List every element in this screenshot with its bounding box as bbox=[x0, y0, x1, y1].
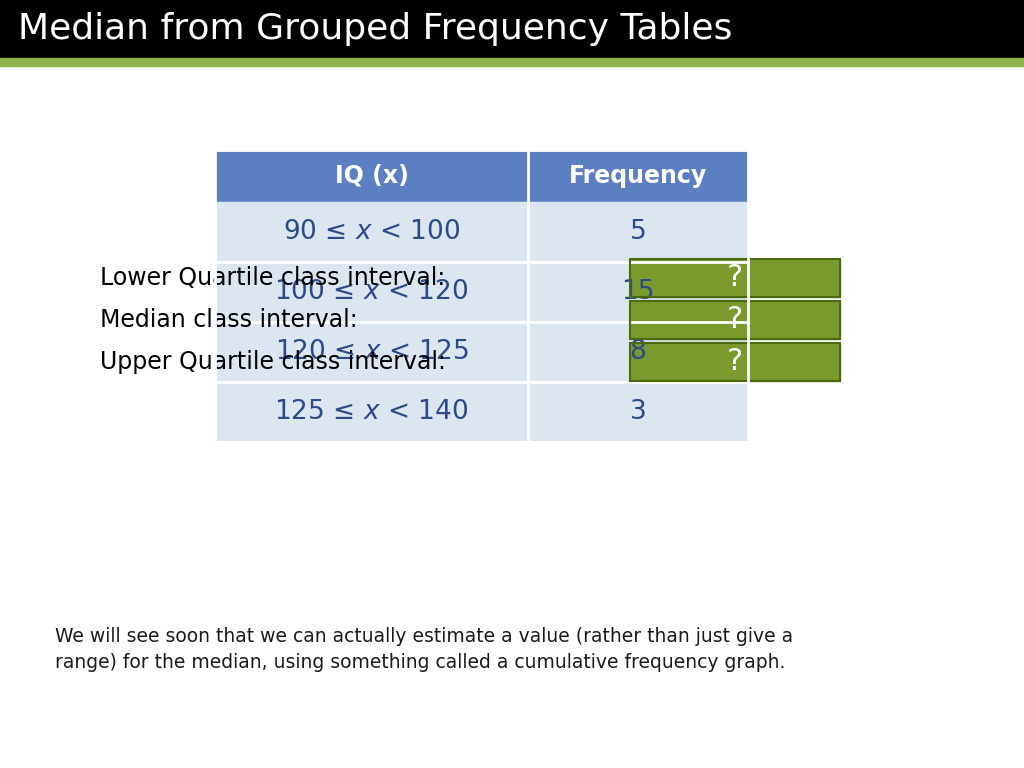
Text: 100 ≤ $x$ < 120: 100 ≤ $x$ < 120 bbox=[274, 279, 469, 305]
Bar bbox=[630, 301, 840, 339]
Bar bbox=[215, 202, 748, 262]
Text: Lower Quartile class interval:: Lower Quartile class interval: bbox=[100, 266, 445, 290]
Text: Upper Quartile class interval:: Upper Quartile class interval: bbox=[100, 350, 445, 374]
Bar bbox=[215, 322, 748, 382]
Bar bbox=[630, 259, 840, 297]
Text: 5: 5 bbox=[630, 219, 646, 245]
Bar bbox=[630, 301, 840, 339]
Bar bbox=[215, 262, 748, 322]
Bar bbox=[630, 343, 840, 381]
Bar bbox=[630, 259, 840, 297]
Text: We will see soon that we can actually estimate a value (rather than just give a: We will see soon that we can actually es… bbox=[55, 627, 794, 645]
Text: 15: 15 bbox=[622, 279, 654, 305]
Bar bbox=[0, 0, 1024, 58]
Text: ?: ? bbox=[727, 263, 743, 293]
Text: range) for the median, using something called a cumulative frequency graph.: range) for the median, using something c… bbox=[55, 654, 785, 673]
Text: ?: ? bbox=[727, 306, 743, 335]
Text: Frequency: Frequency bbox=[569, 164, 708, 188]
Bar bbox=[630, 343, 840, 381]
Text: Median from Grouped Frequency Tables: Median from Grouped Frequency Tables bbox=[18, 12, 732, 46]
Bar bbox=[215, 150, 748, 202]
Text: IQ (x): IQ (x) bbox=[335, 164, 409, 188]
Text: 120 ≤ $x$ < 125: 120 ≤ $x$ < 125 bbox=[274, 339, 468, 365]
Bar bbox=[0, 58, 1024, 66]
Text: Median class interval:: Median class interval: bbox=[100, 308, 357, 332]
Text: 90 ≤ $x$ < 100: 90 ≤ $x$ < 100 bbox=[283, 219, 460, 245]
Text: 8: 8 bbox=[630, 339, 646, 365]
Bar bbox=[215, 382, 748, 442]
Text: 125 ≤ $x$ < 140: 125 ≤ $x$ < 140 bbox=[274, 399, 469, 425]
Text: ?: ? bbox=[727, 347, 743, 376]
Text: 3: 3 bbox=[630, 399, 646, 425]
